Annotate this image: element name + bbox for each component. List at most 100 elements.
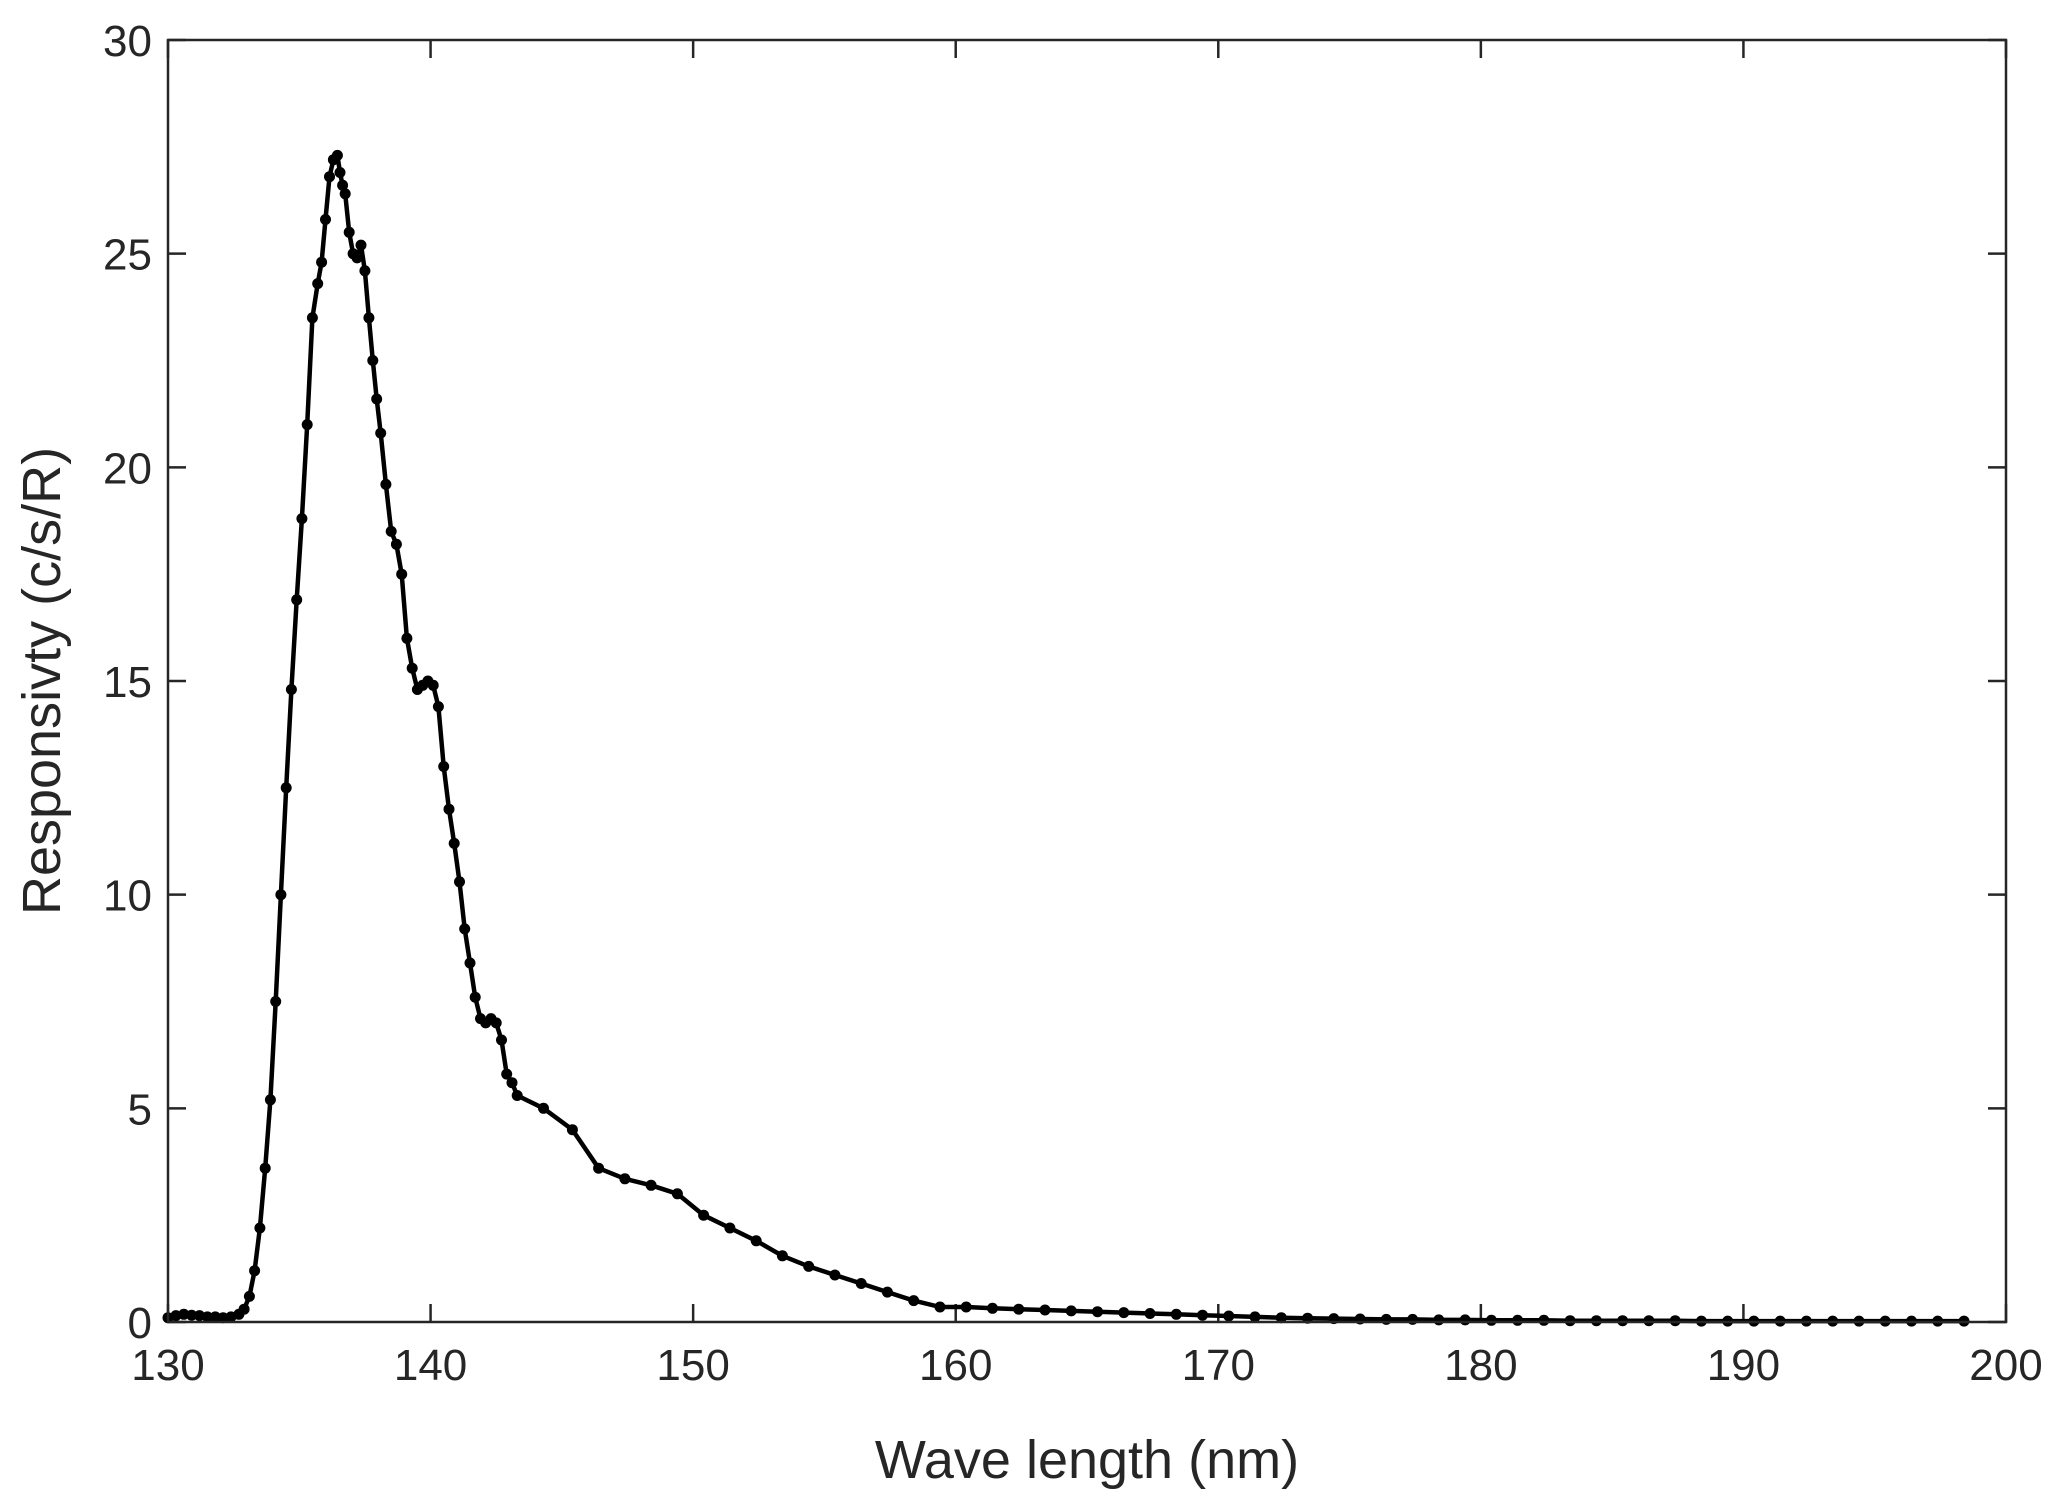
- data-point: [464, 957, 476, 969]
- data-point: [496, 1034, 507, 1046]
- data-point: [320, 214, 331, 225]
- y-tick-label: 15: [103, 658, 152, 707]
- data-point: [285, 684, 297, 695]
- x-tick-label: 150: [656, 1341, 729, 1390]
- data-point: [1538, 1314, 1550, 1326]
- y-axis-ticks: 0 5 10 15 20 25 30: [103, 17, 2006, 1348]
- data-point: [776, 1250, 788, 1262]
- x-tick-label: 170: [1182, 1341, 1255, 1390]
- data-point: [829, 1269, 841, 1281]
- data-point: [1144, 1308, 1156, 1319]
- data-point: [960, 1301, 972, 1313]
- y-tick-label: 5: [128, 1085, 152, 1134]
- data-point: [750, 1235, 762, 1247]
- x-tick-label: 190: [1707, 1341, 1780, 1390]
- data-point: [855, 1278, 867, 1289]
- data-point: [217, 1312, 229, 1324]
- data-point: [987, 1302, 998, 1314]
- data-point: [1013, 1303, 1025, 1315]
- data-point: [312, 278, 324, 290]
- data-point: [593, 1162, 605, 1174]
- data-point: [1223, 1310, 1235, 1322]
- data-point: [331, 149, 343, 161]
- data-point: [448, 837, 460, 849]
- y-tick-label: 30: [103, 17, 152, 66]
- data-point: [1590, 1315, 1602, 1327]
- x-tick-label: 140: [394, 1341, 467, 1390]
- x-tick-label: 160: [919, 1341, 992, 1390]
- data-point: [908, 1295, 920, 1307]
- data-point: [1617, 1315, 1629, 1327]
- data-point: [334, 167, 346, 178]
- data-point: [803, 1260, 815, 1272]
- y-axis-title: Responsivty (c/s/R): [12, 447, 72, 915]
- data-point: [698, 1209, 710, 1221]
- data-point: [1039, 1304, 1051, 1316]
- data-point: [363, 312, 375, 324]
- data-point: [1249, 1311, 1261, 1323]
- data-point: [443, 803, 455, 815]
- data-point: [1564, 1315, 1576, 1327]
- data-point: [375, 427, 387, 439]
- data-point: [501, 1068, 513, 1080]
- data-point: [401, 632, 413, 644]
- data-point: [296, 513, 308, 525]
- data-point: [275, 889, 287, 901]
- x-tick-label: 130: [131, 1341, 204, 1390]
- data-point: [306, 312, 318, 324]
- data-point: [1275, 1312, 1287, 1324]
- data-point: [291, 594, 303, 606]
- data-point: [259, 1162, 271, 1174]
- data-point: [1485, 1314, 1497, 1326]
- data-point: [249, 1265, 261, 1277]
- data-point: [1643, 1315, 1655, 1327]
- plot-area: [168, 40, 2006, 1322]
- data-point: [367, 355, 379, 366]
- data-point: [432, 701, 444, 713]
- data-point: [316, 256, 328, 268]
- data-point: [469, 991, 481, 1003]
- data-point: [538, 1102, 549, 1114]
- data-point: [324, 171, 335, 183]
- data-point: [1065, 1305, 1077, 1317]
- data-point: [459, 923, 471, 935]
- data-point: [238, 1303, 250, 1315]
- data-point: [280, 782, 292, 794]
- data-point: [380, 478, 392, 490]
- data-point: [1118, 1307, 1130, 1319]
- data-point: [566, 1124, 578, 1136]
- data-point: [1433, 1314, 1445, 1326]
- data-point: [438, 761, 450, 772]
- data-point: [427, 679, 439, 691]
- data-point: [186, 1309, 198, 1321]
- data-point: [645, 1179, 657, 1191]
- data-point: [343, 226, 355, 238]
- data-point: [385, 525, 397, 537]
- data-point: [1459, 1314, 1471, 1326]
- data-point: [337, 179, 349, 191]
- data-point: [390, 538, 402, 550]
- data-point: [881, 1286, 893, 1298]
- plot-frame: [166, 38, 2008, 1324]
- data-point: [619, 1173, 631, 1185]
- x-tick-label: 180: [1444, 1341, 1517, 1390]
- data-point: [201, 1311, 213, 1323]
- y-tick-label: 10: [103, 872, 152, 921]
- data-point: [1170, 1308, 1182, 1320]
- data-point: [1092, 1306, 1103, 1318]
- data-point: [511, 1090, 523, 1101]
- data-point: [301, 419, 313, 431]
- data-point: [243, 1290, 255, 1302]
- data-point: [396, 568, 408, 580]
- data-point: [1197, 1309, 1208, 1321]
- data-point: [264, 1094, 276, 1106]
- data-point: [351, 252, 363, 264]
- data-point: [270, 996, 282, 1007]
- data-point: [406, 662, 418, 674]
- data-point: [671, 1188, 683, 1200]
- data-point: [1512, 1314, 1524, 1326]
- data-point: [254, 1222, 266, 1234]
- data-point: [490, 1017, 502, 1029]
- y-tick-label: 0: [128, 1299, 152, 1348]
